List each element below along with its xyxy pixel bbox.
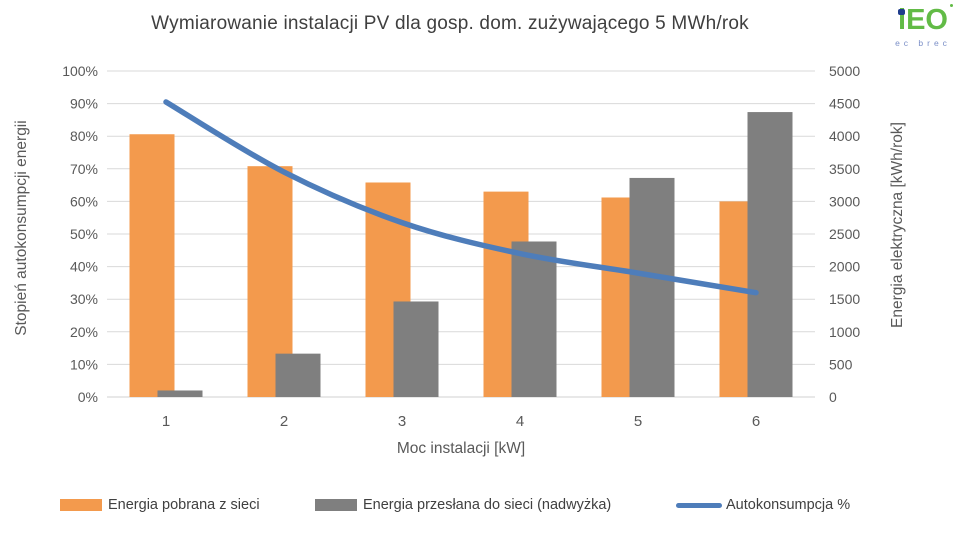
logo-trademark-dot [949,4,953,7]
legend-item-autokonsumpcja: Autokonsumpcja % [676,496,850,514]
left-axis-tick: 70% [70,161,98,177]
bar-series-1 [629,177,675,397]
legend-item-energia-pobrana: Energia pobrana z sieci [60,496,260,514]
right-axis-tick: 4500 [829,96,860,112]
right-axis-tick: 2000 [829,259,860,275]
legend-swatch-gray [315,499,357,511]
right-axis-tick: 0 [829,389,837,405]
ieo-logo-text: iEO [898,4,953,35]
x-axis-title: Moc instalacji [kW] [396,440,526,457]
right-axis-tick: 500 [829,356,853,372]
bar-series-1 [511,241,557,397]
legend-item-energia-przeslana: Energia przesłana do sieci (nadwyżka) [315,496,611,514]
right-axis-tick: 1000 [829,324,860,340]
bar-series-1 [393,301,439,397]
left-axis-tick: 90% [70,96,98,112]
left-axis-title: Stopień autokonsumpcji energii [13,120,30,336]
left-axis-tick: 60% [70,193,98,209]
x-axis-tick: 3 [398,413,406,430]
x-axis-tick: 5 [634,413,642,430]
x-axis-tick: 6 [752,413,760,430]
bar-series-1 [275,353,321,397]
right-axis-tick: 3000 [829,193,860,209]
legend-label: Energia pobrana z sieci [108,497,260,513]
x-axis-tick: 4 [516,413,524,430]
x-axis-tick: 1 [162,413,170,430]
right-axis-title: Energia elektryczna [kWh/rok] [889,122,906,328]
right-axis-tick: 1500 [829,291,860,307]
legend-swatch-orange [60,499,102,511]
x-axis-tick: 2 [280,413,288,430]
ieo-logo: iEO ec brec [886,4,960,48]
right-axis-tick: 4000 [829,128,860,144]
autoconsumption-line [163,99,759,296]
bar-series-1 [157,390,203,397]
legend-swatch-blue-line [676,502,722,508]
left-axis-tick: 30% [70,291,98,307]
left-axis-tick: 0% [78,389,98,405]
chart-title: Wymiarowanie instalacji PV dla gosp. dom… [151,13,749,34]
left-axis-tick: 80% [70,128,98,144]
legend-label: Autokonsumpcja % [726,497,851,513]
legend-label: Energia przesłana do sieci (nadwyżka) [363,497,612,513]
bar-series-1 [747,112,793,398]
left-axis-tick: 40% [70,259,98,275]
ieo-logo-subtext: ec brec [895,38,951,48]
right-axis-tick: 3500 [829,161,860,177]
left-axis-tick: 20% [70,324,98,340]
right-axis-tick: 2500 [829,226,860,242]
left-axis-tick: 50% [70,226,98,242]
right-axis-tick: 5000 [829,63,860,79]
left-axis-tick: 100% [62,63,98,79]
left-axis-tick: 10% [70,356,98,372]
bar-series-0 [129,134,175,397]
